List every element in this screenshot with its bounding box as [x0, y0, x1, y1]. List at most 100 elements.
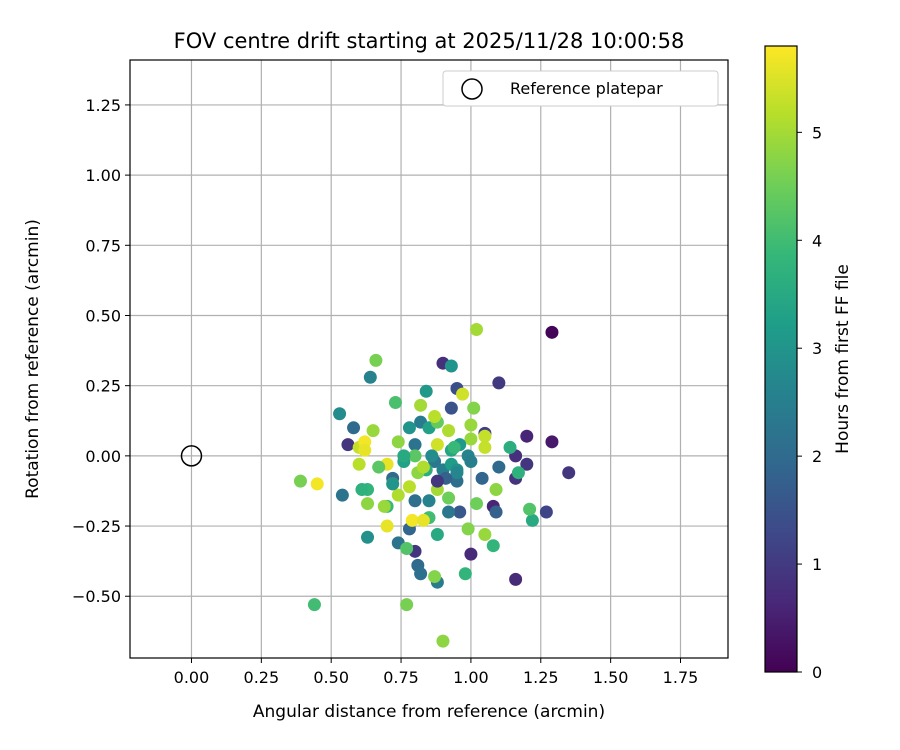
x-tick-label: 0.00	[174, 668, 210, 687]
data-point	[310, 477, 324, 491]
data-point	[372, 460, 386, 474]
data-point	[428, 410, 442, 424]
data-point	[416, 513, 430, 527]
data-point	[355, 483, 369, 497]
x-tick-label: 0.50	[313, 668, 349, 687]
reference-point-marker	[180, 445, 203, 467]
data-point	[511, 466, 525, 480]
colorbar-tick-label: 5	[812, 123, 822, 142]
data-point	[470, 497, 484, 511]
data-point	[416, 460, 430, 474]
data-point	[444, 401, 458, 415]
colorbar-tick-label: 3	[812, 339, 822, 358]
x-tick-label: 1.50	[593, 668, 629, 687]
data-point	[391, 435, 405, 449]
legend-label-reference: Reference platepar	[510, 79, 663, 98]
y-tick-label: 0.75	[85, 236, 121, 255]
data-point	[402, 480, 416, 494]
colorbar-gradient	[765, 46, 797, 672]
x-axis-label: Angular distance from reference (arcmin)	[253, 702, 605, 722]
data-point	[414, 567, 428, 581]
colorbar-tick-label: 2	[812, 447, 822, 466]
data-point	[408, 438, 422, 452]
colorbar: 0 1 2 3 4 5 Hours from first FF file	[764, 45, 853, 682]
chart-title: FOV centre drift starting at 2025/11/28 …	[174, 29, 685, 53]
colorbar-label: Hours from first FF file	[833, 264, 853, 454]
data-points	[293, 323, 576, 648]
data-point	[377, 499, 391, 513]
data-point	[464, 418, 478, 432]
data-point	[520, 429, 534, 443]
data-point	[489, 483, 503, 497]
data-point	[358, 443, 372, 457]
data-point	[414, 398, 428, 412]
data-point	[444, 359, 458, 373]
data-point	[428, 570, 442, 584]
data-point	[456, 387, 470, 401]
data-point	[388, 396, 402, 410]
data-point	[453, 505, 467, 519]
data-point	[363, 370, 377, 384]
data-point	[562, 466, 576, 480]
data-point	[366, 424, 380, 438]
y-tick-label: 0.25	[85, 377, 121, 396]
data-point	[335, 488, 349, 502]
colorbar-tick-label: 4	[812, 231, 822, 250]
data-point	[380, 519, 394, 533]
x-tick-label: 1.00	[453, 668, 489, 687]
data-point	[464, 547, 478, 561]
data-point	[464, 454, 478, 468]
y-tick-label: 1.00	[85, 166, 121, 185]
data-point	[442, 491, 456, 505]
data-point	[467, 401, 481, 415]
data-point	[386, 477, 400, 491]
data-point	[293, 474, 307, 488]
data-point	[523, 502, 537, 516]
data-point	[450, 466, 464, 480]
data-point	[492, 460, 506, 474]
data-point	[369, 353, 383, 367]
x-tick-label: 0.25	[244, 668, 280, 687]
colorbar-frame	[764, 45, 798, 673]
data-point	[492, 376, 506, 390]
y-axis-ticks: −0.50 −0.25 0.00 0.25 0.50 0.75 1.00 1.25	[72, 96, 130, 606]
data-point	[520, 457, 534, 471]
data-point	[470, 323, 484, 337]
data-point	[400, 598, 414, 612]
data-point	[391, 488, 405, 502]
data-point	[436, 634, 450, 648]
data-point	[408, 494, 422, 508]
data-point	[430, 474, 444, 488]
data-point	[475, 471, 489, 485]
data-point	[307, 598, 321, 612]
x-tick-label: 0.75	[383, 668, 419, 687]
data-point	[461, 522, 475, 536]
data-point	[347, 421, 361, 435]
x-tick-label: 1.75	[663, 668, 699, 687]
y-tick-label: −0.50	[72, 587, 121, 606]
y-tick-label: 0.00	[85, 447, 121, 466]
data-point	[400, 542, 414, 556]
data-point	[489, 505, 503, 519]
y-tick-label: −0.25	[72, 517, 121, 536]
plot-area-frame	[129, 59, 729, 659]
x-axis-ticks: 0.00 0.25 0.50 0.75 1.00 1.25 1.50 1.75	[174, 658, 699, 687]
data-point	[545, 325, 559, 339]
data-point	[402, 421, 416, 435]
data-point	[525, 513, 539, 527]
data-point	[408, 449, 422, 463]
data-point	[442, 505, 456, 519]
colorbar-ticks: 0 1 2 3 4 5	[797, 123, 822, 682]
data-point	[419, 384, 433, 398]
data-point	[509, 572, 523, 586]
grid-lines	[130, 60, 728, 658]
y-tick-label: 1.25	[85, 96, 121, 115]
data-point	[478, 440, 492, 454]
data-point	[430, 527, 444, 541]
data-point	[486, 539, 500, 553]
data-point	[430, 438, 444, 452]
x-tick-label: 1.25	[523, 668, 559, 687]
data-point	[503, 440, 517, 454]
legend-box	[442, 70, 719, 107]
